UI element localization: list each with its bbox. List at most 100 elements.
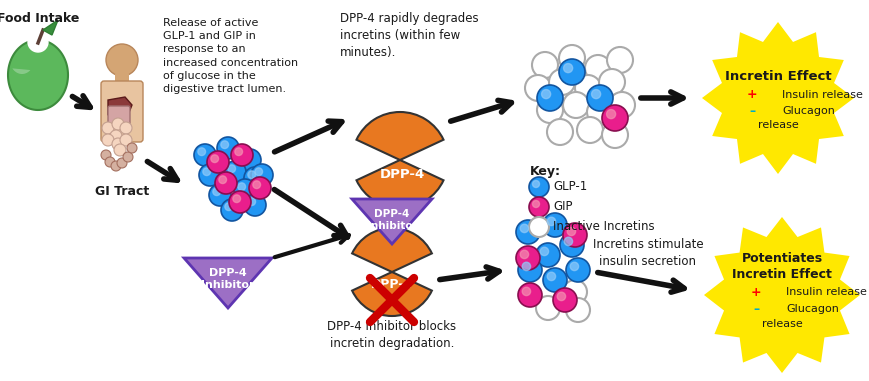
Circle shape (253, 181, 260, 189)
Polygon shape (108, 97, 132, 115)
Circle shape (231, 144, 253, 166)
Polygon shape (183, 258, 272, 308)
Wedge shape (352, 272, 431, 316)
Circle shape (564, 237, 572, 246)
Text: GLP-1: GLP-1 (553, 181, 587, 194)
Circle shape (528, 217, 548, 237)
Circle shape (520, 224, 528, 232)
Circle shape (599, 69, 624, 95)
Text: GIP: GIP (553, 200, 572, 213)
Circle shape (547, 119, 573, 145)
Circle shape (584, 55, 610, 81)
Circle shape (112, 138, 124, 150)
Text: DPP-4
Inhibitor: DPP-4 Inhibitor (201, 268, 255, 290)
Circle shape (239, 149, 261, 171)
Circle shape (520, 250, 528, 259)
Circle shape (528, 177, 548, 197)
Circle shape (536, 85, 562, 111)
Circle shape (607, 47, 633, 73)
Circle shape (515, 220, 540, 244)
Circle shape (517, 283, 541, 307)
Circle shape (248, 171, 255, 179)
FancyBboxPatch shape (115, 73, 129, 87)
Circle shape (562, 280, 587, 304)
Polygon shape (703, 217, 859, 373)
Circle shape (553, 288, 576, 312)
Circle shape (532, 181, 539, 187)
Polygon shape (43, 20, 58, 35)
Circle shape (216, 137, 239, 159)
Circle shape (566, 298, 589, 322)
Circle shape (515, 246, 540, 270)
Text: Insulin release: Insulin release (781, 90, 862, 100)
Circle shape (542, 213, 567, 237)
Circle shape (219, 176, 226, 184)
Circle shape (562, 223, 587, 247)
Circle shape (541, 90, 550, 99)
Circle shape (120, 134, 132, 146)
Text: Incretins stimulate
insulin secretion: Incretins stimulate insulin secretion (592, 238, 702, 268)
Text: Insulin release: Insulin release (785, 287, 866, 297)
Circle shape (249, 177, 270, 199)
Circle shape (123, 152, 133, 162)
Polygon shape (8, 40, 68, 110)
Circle shape (228, 165, 235, 173)
Circle shape (567, 227, 575, 235)
Text: DPP-4 rapidly degrades
incretins (within few
minutes).: DPP-4 rapidly degrades incretins (within… (340, 12, 478, 59)
Circle shape (574, 75, 600, 101)
Circle shape (562, 92, 588, 118)
Circle shape (566, 258, 589, 282)
Circle shape (221, 199, 242, 221)
Circle shape (210, 155, 218, 163)
Circle shape (587, 85, 613, 111)
Circle shape (102, 134, 114, 146)
Text: Glucagon: Glucagon (785, 304, 838, 314)
Circle shape (531, 52, 557, 78)
Polygon shape (701, 22, 853, 174)
Circle shape (112, 118, 124, 130)
Circle shape (116, 158, 127, 168)
Circle shape (235, 148, 242, 155)
Circle shape (521, 287, 530, 296)
Circle shape (101, 150, 111, 160)
Text: release: release (757, 120, 798, 130)
Circle shape (540, 247, 548, 256)
Circle shape (532, 200, 539, 208)
Circle shape (556, 292, 565, 301)
Circle shape (202, 168, 210, 176)
Text: Potentiates
Incretin Effect: Potentiates Incretin Effect (731, 253, 831, 282)
Text: Glucagon: Glucagon (781, 106, 834, 116)
Circle shape (576, 117, 602, 143)
Circle shape (106, 44, 138, 76)
Circle shape (547, 217, 555, 226)
Wedge shape (356, 160, 443, 208)
Circle shape (209, 184, 231, 206)
FancyBboxPatch shape (101, 81, 143, 142)
Circle shape (601, 122, 627, 148)
Text: Food Intake: Food Intake (0, 12, 79, 25)
Circle shape (213, 188, 221, 195)
Circle shape (109, 130, 122, 142)
Circle shape (114, 144, 126, 156)
Text: DPP-4: DPP-4 (379, 168, 424, 181)
FancyBboxPatch shape (108, 106, 129, 125)
Circle shape (535, 243, 560, 267)
Circle shape (234, 179, 255, 201)
Circle shape (194, 144, 216, 166)
Circle shape (563, 64, 572, 73)
Text: –: – (752, 303, 758, 315)
Circle shape (120, 122, 132, 134)
Circle shape (111, 161, 121, 171)
Circle shape (248, 198, 255, 206)
Circle shape (535, 296, 560, 320)
Circle shape (536, 97, 562, 123)
Circle shape (608, 92, 634, 118)
Circle shape (207, 151, 229, 173)
Circle shape (233, 195, 240, 203)
Text: DPP-4 inhibitor blocks
incretin degradation.: DPP-4 inhibitor blocks incretin degradat… (327, 320, 456, 350)
Polygon shape (352, 199, 432, 244)
Circle shape (542, 268, 567, 292)
Text: –: – (748, 104, 754, 117)
Text: DPP-4
Inhibitor: DPP-4 Inhibitor (366, 209, 417, 231)
Circle shape (215, 172, 236, 194)
